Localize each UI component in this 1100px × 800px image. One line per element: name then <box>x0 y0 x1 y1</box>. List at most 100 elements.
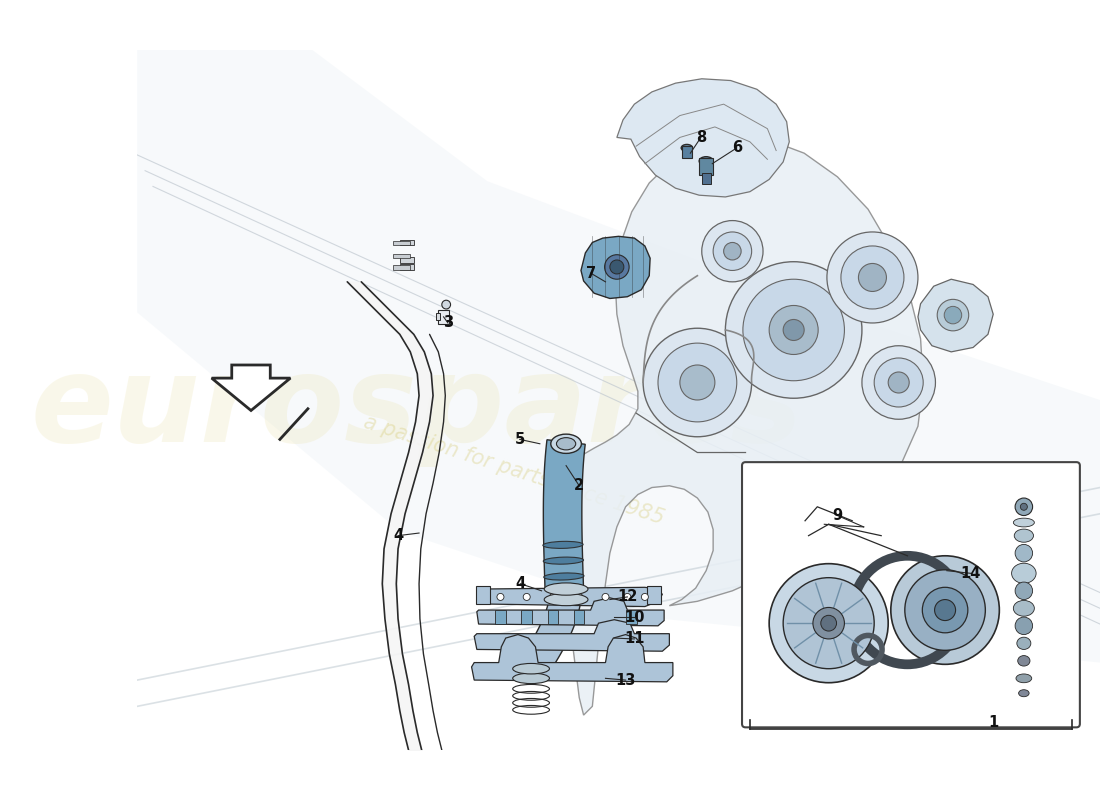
Bar <box>438 310 449 324</box>
Circle shape <box>935 599 956 621</box>
Circle shape <box>602 594 609 601</box>
Polygon shape <box>476 598 664 626</box>
Circle shape <box>680 365 715 400</box>
Circle shape <box>821 615 836 631</box>
Circle shape <box>713 232 751 270</box>
Circle shape <box>641 594 648 601</box>
Circle shape <box>944 306 961 324</box>
Circle shape <box>1021 503 1027 510</box>
Circle shape <box>658 343 737 422</box>
Circle shape <box>624 594 631 601</box>
Circle shape <box>702 221 763 282</box>
Polygon shape <box>472 634 673 682</box>
Bar <box>393 254 410 258</box>
Bar <box>476 586 490 604</box>
Circle shape <box>725 262 862 398</box>
Ellipse shape <box>551 434 582 454</box>
Text: 10: 10 <box>624 610 645 625</box>
Circle shape <box>905 570 986 650</box>
Circle shape <box>888 372 910 393</box>
Bar <box>574 610 584 624</box>
Circle shape <box>827 232 917 323</box>
Circle shape <box>1015 498 1033 515</box>
Circle shape <box>769 306 818 354</box>
Circle shape <box>783 319 804 341</box>
Text: 8: 8 <box>696 130 706 145</box>
Bar <box>399 264 414 270</box>
Polygon shape <box>917 279 993 352</box>
Ellipse shape <box>543 573 584 580</box>
Ellipse shape <box>1015 545 1033 562</box>
Ellipse shape <box>513 673 550 683</box>
Bar <box>521 610 532 624</box>
Ellipse shape <box>1014 529 1034 542</box>
Polygon shape <box>518 590 582 680</box>
Text: 14: 14 <box>960 566 981 581</box>
Polygon shape <box>138 50 1100 662</box>
Polygon shape <box>474 620 670 651</box>
Circle shape <box>858 263 887 291</box>
Bar <box>647 586 661 604</box>
Ellipse shape <box>543 542 583 549</box>
Ellipse shape <box>544 594 588 606</box>
Circle shape <box>524 594 530 601</box>
Bar <box>399 240 414 245</box>
Bar <box>627 610 637 624</box>
Polygon shape <box>581 236 650 298</box>
Circle shape <box>874 358 923 407</box>
Ellipse shape <box>557 438 575 450</box>
Text: 5: 5 <box>515 432 525 447</box>
Polygon shape <box>564 138 923 715</box>
Circle shape <box>937 299 969 331</box>
Text: 12: 12 <box>617 590 638 605</box>
Bar <box>399 258 414 262</box>
Circle shape <box>922 587 968 633</box>
Circle shape <box>550 594 557 601</box>
Text: 11: 11 <box>624 631 645 646</box>
Text: 1: 1 <box>988 714 999 730</box>
Circle shape <box>497 594 504 601</box>
Text: 6: 6 <box>732 141 741 155</box>
Ellipse shape <box>1013 518 1034 527</box>
Text: a passion for parts since 1985: a passion for parts since 1985 <box>361 412 667 528</box>
Text: 4: 4 <box>516 576 526 591</box>
Ellipse shape <box>1012 563 1036 583</box>
Ellipse shape <box>1016 637 1031 650</box>
Polygon shape <box>478 587 662 606</box>
Ellipse shape <box>544 583 588 595</box>
Bar <box>548 610 558 624</box>
Bar <box>700 158 713 175</box>
Circle shape <box>813 607 845 639</box>
Ellipse shape <box>543 557 583 564</box>
Ellipse shape <box>681 145 693 151</box>
Circle shape <box>862 346 935 419</box>
Text: 9: 9 <box>833 508 843 523</box>
Text: eurospares: eurospares <box>31 350 804 467</box>
Bar <box>436 314 440 320</box>
Ellipse shape <box>1013 601 1034 616</box>
Ellipse shape <box>1016 674 1032 682</box>
Text: 13: 13 <box>615 673 636 687</box>
FancyBboxPatch shape <box>742 462 1080 727</box>
Ellipse shape <box>1015 582 1033 599</box>
Polygon shape <box>617 78 790 197</box>
Text: 4: 4 <box>393 528 403 543</box>
Bar <box>393 241 410 245</box>
Circle shape <box>605 254 629 279</box>
Circle shape <box>783 578 874 669</box>
Circle shape <box>609 260 624 274</box>
Ellipse shape <box>1019 690 1030 697</box>
Text: 2: 2 <box>574 478 584 494</box>
Circle shape <box>840 246 904 309</box>
Circle shape <box>769 564 888 682</box>
Polygon shape <box>543 440 585 591</box>
Ellipse shape <box>513 663 550 674</box>
Circle shape <box>891 556 999 664</box>
Circle shape <box>644 328 751 437</box>
Polygon shape <box>211 365 290 410</box>
Text: 7: 7 <box>585 266 596 281</box>
Bar <box>495 610 506 624</box>
Bar <box>702 174 711 184</box>
Circle shape <box>742 279 845 381</box>
Bar <box>682 146 692 158</box>
